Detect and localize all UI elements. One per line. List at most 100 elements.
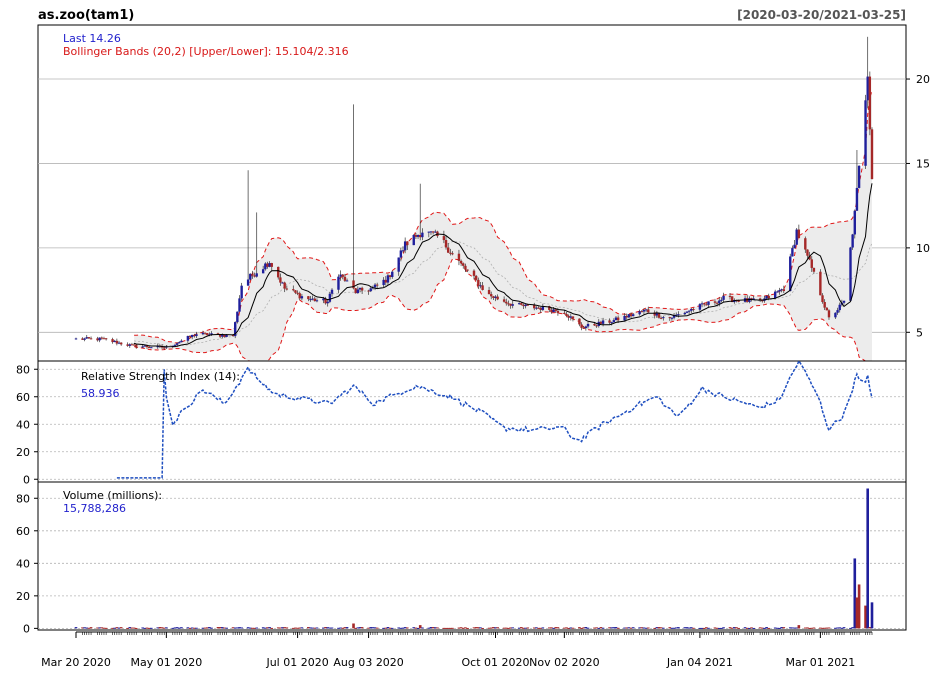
candle-body <box>462 263 465 266</box>
candle-body <box>541 306 545 310</box>
candle-body <box>791 248 794 257</box>
volume-bar <box>705 627 708 629</box>
candle-body <box>623 315 626 321</box>
candle-body <box>657 313 661 318</box>
volume-bar <box>687 627 691 629</box>
candle-body <box>642 309 646 312</box>
candle-body <box>98 337 101 341</box>
volume-bar <box>707 627 710 629</box>
candle-body <box>328 293 332 302</box>
x-tick-label: Jan 04 2021 <box>666 656 733 669</box>
volume-bar <box>743 627 747 629</box>
volume-bar <box>517 627 521 629</box>
volume-bar <box>307 627 310 629</box>
volume-bar <box>672 627 676 629</box>
candle-body <box>126 344 129 346</box>
volume-bar <box>210 627 213 629</box>
volume-bar <box>601 627 605 629</box>
candle-body <box>526 304 529 306</box>
candle-body <box>382 279 385 286</box>
rsi-gridlines <box>38 368 906 480</box>
candle-body <box>616 317 620 321</box>
volume-bar <box>586 627 590 629</box>
candle-body <box>808 255 811 260</box>
volume-bar <box>674 627 678 629</box>
volume-bar <box>231 627 235 629</box>
candle-body <box>563 312 566 314</box>
candle-body <box>700 303 704 305</box>
candle-body <box>868 76 872 130</box>
volume-y-tick-label: 20 <box>16 590 30 603</box>
candle-body <box>141 346 144 348</box>
volume-bar <box>104 627 108 629</box>
candle-body <box>421 232 424 238</box>
volume-bar <box>610 627 613 629</box>
candle-body <box>277 266 280 278</box>
candle-body <box>442 236 446 241</box>
x-tick-label: May 01 2020 <box>130 656 202 669</box>
candle-body <box>326 301 329 304</box>
candle-body <box>358 287 362 290</box>
volume-bar <box>418 625 422 629</box>
candle-body <box>548 306 551 310</box>
volume-bar <box>313 627 317 629</box>
candle-body <box>102 338 106 340</box>
candle-body <box>236 311 239 323</box>
candle-body <box>173 344 177 346</box>
volume-bar <box>685 627 689 629</box>
volume-bar <box>126 627 129 629</box>
volume-bar <box>311 627 314 629</box>
candle-body <box>322 298 325 301</box>
volume-bar <box>261 627 265 629</box>
candle-body <box>264 263 267 270</box>
candle-body <box>778 290 781 292</box>
volume-bar <box>83 627 86 629</box>
volume-bar <box>248 627 252 629</box>
volume-bar <box>760 627 764 629</box>
candle-body <box>535 307 538 309</box>
candle-body <box>89 338 93 340</box>
candle-body <box>698 304 702 310</box>
volume-bar <box>96 627 99 629</box>
volume-bar <box>793 627 796 629</box>
volume-bar <box>842 627 846 629</box>
candle-body <box>838 304 841 311</box>
volume-bar <box>720 627 723 629</box>
candle-body <box>537 307 540 309</box>
candle-body <box>216 333 220 335</box>
volume-bar <box>763 627 766 629</box>
volume-bar <box>642 627 646 629</box>
price-y-axis: 5 10 15 20 <box>906 73 930 339</box>
volume-bar <box>722 627 725 629</box>
rsi-value: 58.936 <box>81 387 120 400</box>
candle-body <box>341 274 344 277</box>
volume-bar <box>492 627 495 629</box>
candle-body <box>225 334 228 337</box>
candle-body <box>386 275 390 283</box>
volume-bar <box>298 627 302 629</box>
volume-bar <box>795 627 799 629</box>
candle-body <box>640 311 644 313</box>
volume-bar <box>767 627 771 629</box>
volume-bar <box>98 627 101 629</box>
volume-bar <box>812 627 816 629</box>
candle-body <box>251 273 254 276</box>
volume-bar <box>145 627 149 629</box>
volume-bar <box>160 627 164 629</box>
candle-body <box>866 76 869 101</box>
candle-body <box>283 282 286 289</box>
candle-body <box>221 334 224 337</box>
x-tick-label: Mar 01 2021 <box>785 656 855 669</box>
candle-body <box>842 300 846 303</box>
volume-bar <box>827 627 831 629</box>
volume-bar <box>683 627 687 629</box>
candle-body <box>718 300 721 304</box>
volume-bar <box>186 627 190 629</box>
volume-bar <box>190 627 194 629</box>
candle-body <box>567 315 570 318</box>
volume-bar <box>268 627 271 629</box>
volume-bar <box>797 625 801 629</box>
volume-gridlines <box>38 497 906 629</box>
candle-body <box>730 296 734 303</box>
volume-value: 15,788,286 <box>63 502 126 515</box>
